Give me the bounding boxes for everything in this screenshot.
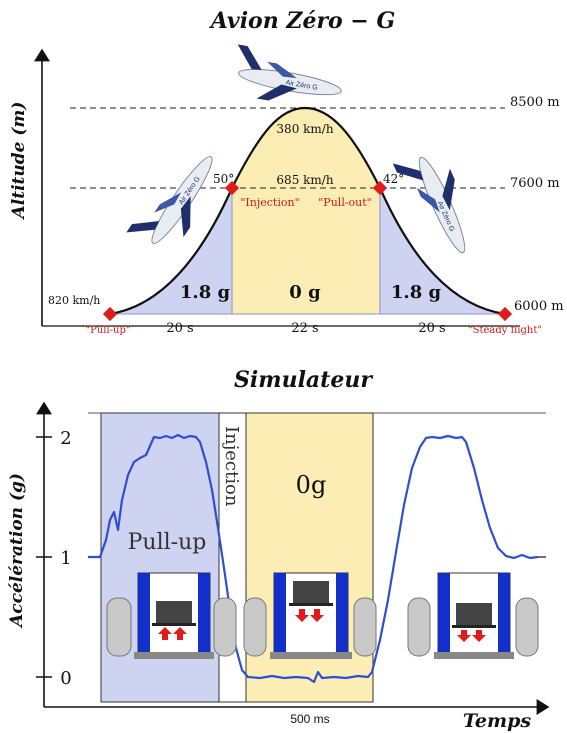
arrow-down-2-icon bbox=[310, 609, 324, 622]
plane-apex-icon: Air Zéro G bbox=[237, 44, 342, 101]
pillar-left-1 bbox=[138, 573, 150, 653]
tank-left-1 bbox=[106, 597, 132, 657]
label-6000: 6000 m bbox=[514, 299, 564, 314]
flight-profile-panel: Avion Zéro − G Altitude (m) 8500 m 7600 … bbox=[9, 8, 564, 336]
angle-left: 50° bbox=[213, 172, 234, 186]
speed-apex: 380 km/h bbox=[276, 122, 333, 136]
marker-pullout bbox=[372, 180, 388, 196]
duration-center: 22 s bbox=[291, 321, 318, 336]
label-8500: 8500 m bbox=[510, 95, 560, 110]
arrow-down-1-icon bbox=[295, 609, 309, 622]
speed-start: 820 km/h bbox=[48, 294, 100, 307]
label-pullup: "Pull-up" bbox=[86, 325, 131, 336]
bottom-y-axis-label: Accélération (g) bbox=[7, 473, 27, 629]
duration-left: 20 s bbox=[166, 321, 193, 336]
label-pullup-sim: Pull-up bbox=[128, 530, 207, 555]
x-axis-label: Temps bbox=[463, 710, 531, 732]
plane-descent-icon: Air Zéro G bbox=[392, 156, 466, 254]
trajectory-curve bbox=[109, 106, 506, 316]
tank-right-3 bbox=[515, 597, 539, 657]
simulator-unit-zerog-icon bbox=[243, 572, 377, 659]
tank-right-1 bbox=[213, 597, 237, 657]
pillar-right-2 bbox=[336, 573, 348, 653]
y-tick-label-0: 0 bbox=[60, 668, 71, 689]
acceleration-curve bbox=[88, 433, 539, 684]
label-steady: "Steady flight" bbox=[468, 325, 542, 336]
label-7600: 7600 m bbox=[510, 176, 560, 191]
payload-base-1 bbox=[152, 623, 196, 626]
label-zero-g-sim: 0g bbox=[296, 471, 327, 499]
base-2 bbox=[270, 652, 352, 659]
pillar-right-3 bbox=[498, 573, 510, 653]
label-injection-sim: Injection bbox=[221, 426, 242, 507]
payload-3 bbox=[456, 603, 492, 625]
arrow-down-4-icon bbox=[472, 630, 486, 642]
tank-left-2 bbox=[243, 597, 267, 657]
payload-base-2 bbox=[289, 603, 333, 606]
label-injection: "Injection" bbox=[240, 196, 299, 209]
x-scale-label: 500 ms bbox=[290, 712, 329, 726]
bottom-title: Simulateur bbox=[234, 367, 373, 393]
base-1 bbox=[134, 652, 214, 659]
angle-right: 42° bbox=[383, 172, 404, 186]
payload-2 bbox=[293, 581, 329, 603]
simulator-unit-pullup-icon bbox=[106, 572, 237, 659]
g-left: 1.8 g bbox=[180, 282, 231, 303]
tank-right-2 bbox=[353, 597, 377, 657]
tank-left-3 bbox=[407, 597, 431, 657]
marker-steady bbox=[497, 306, 513, 322]
marker-injection bbox=[224, 180, 240, 196]
arrow-up-1-icon bbox=[158, 627, 172, 640]
y-tick-label-2: 2 bbox=[60, 428, 71, 449]
top-y-axis-label: Altitude (m) bbox=[9, 102, 29, 221]
g-right: 1.8 g bbox=[391, 282, 442, 303]
pillar-left-3 bbox=[438, 573, 450, 653]
payload-1 bbox=[156, 601, 192, 623]
pillar-right-1 bbox=[198, 573, 210, 653]
payload-base-3 bbox=[452, 625, 496, 628]
label-pullout: "Pull-out" bbox=[318, 196, 372, 209]
arrow-up-2-icon bbox=[173, 627, 187, 640]
duration-right: 20 s bbox=[418, 321, 445, 336]
simulator-unit-pullout-icon bbox=[407, 572, 539, 659]
top-title: Avion Zéro − G bbox=[209, 8, 396, 34]
marker-pullup bbox=[102, 306, 118, 322]
y-tick-label-1: 1 bbox=[60, 548, 71, 569]
pillar-left-2 bbox=[274, 573, 286, 653]
speed-injection: 685 km/h bbox=[276, 173, 333, 187]
simulator-panel: Simulateur 2 1 0 Accélération (g) Temps … bbox=[7, 367, 550, 732]
g-center: 0 g bbox=[289, 282, 321, 303]
arrow-down-3-icon bbox=[457, 630, 471, 642]
base-3 bbox=[434, 652, 514, 659]
